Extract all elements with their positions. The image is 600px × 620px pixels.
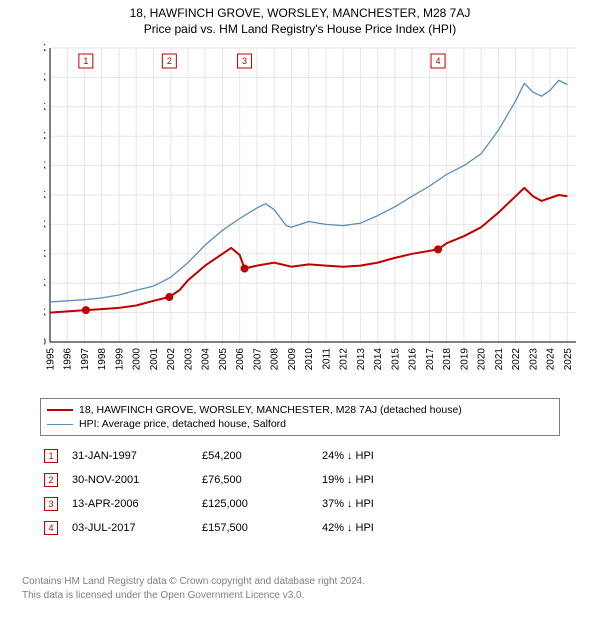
svg-text:2014: 2014 <box>373 348 384 371</box>
svg-text:2025: 2025 <box>563 348 574 371</box>
sale-delta: 24%HPI <box>322 450 462 462</box>
page-title: 18, HAWFINCH GROVE, WORSLEY, MANCHESTER,… <box>0 0 600 20</box>
svg-text:£0: £0 <box>44 337 46 348</box>
svg-text:£300K: £300K <box>44 161 46 172</box>
svg-text:2024: 2024 <box>546 348 557 371</box>
svg-text:£400K: £400K <box>44 102 46 113</box>
svg-text:2004: 2004 <box>201 348 212 371</box>
sale-price: £76,500 <box>202 474 322 486</box>
sale-marker-icon: 4 <box>44 521 58 535</box>
svg-text:2016: 2016 <box>408 348 419 371</box>
sale-delta: 19%HPI <box>322 474 462 486</box>
svg-text:1995: 1995 <box>46 348 57 371</box>
svg-text:2008: 2008 <box>270 348 281 371</box>
legend-swatch <box>47 409 73 411</box>
svg-text:2023: 2023 <box>528 348 539 371</box>
svg-text:2005: 2005 <box>218 348 229 371</box>
svg-text:2003: 2003 <box>183 348 194 371</box>
sale-marker-icon: 1 <box>44 449 58 463</box>
svg-text:2012: 2012 <box>339 348 350 371</box>
arrow-down-icon <box>344 450 356 462</box>
svg-text:2007: 2007 <box>252 348 263 371</box>
legend-label: 18, HAWFINCH GROVE, WORSLEY, MANCHESTER,… <box>79 404 462 416</box>
sale-delta: 37%HPI <box>322 498 462 510</box>
svg-text:2010: 2010 <box>304 348 315 371</box>
sale-marker-icon: 2 <box>44 473 58 487</box>
svg-text:£150K: £150K <box>44 249 46 260</box>
svg-text:2006: 2006 <box>235 348 246 371</box>
footer-attribution: Contains HM Land Registry data © Crown c… <box>22 575 365 602</box>
svg-text:£450K: £450K <box>44 72 46 83</box>
arrow-down-icon <box>344 498 356 510</box>
sale-price: £54,200 <box>202 450 322 462</box>
svg-text:£250K: £250K <box>44 190 46 201</box>
table-row: 2 30-NOV-2001 £76,500 19%HPI <box>40 468 560 492</box>
legend-label: HPI: Average price, detached house, Salf… <box>79 418 286 430</box>
price-chart: 1995 1996 1997 1998 1999 2000 2001 2002 2003 2004… <box>44 44 584 376</box>
svg-text:2011: 2011 <box>321 348 332 370</box>
svg-text:2020: 2020 <box>477 348 488 371</box>
sale-date: 30-NOV-2001 <box>72 474 202 486</box>
arrow-down-icon <box>344 474 356 486</box>
legend-item-hpi: HPI: Average price, detached house, Salf… <box>47 417 553 431</box>
svg-text:2017: 2017 <box>425 348 436 371</box>
legend: 18, HAWFINCH GROVE, WORSLEY, MANCHESTER,… <box>40 398 560 436</box>
svg-text:2000: 2000 <box>132 348 143 371</box>
legend-swatch <box>47 424 73 425</box>
legend-item-property: 18, HAWFINCH GROVE, WORSLEY, MANCHESTER,… <box>47 403 553 417</box>
svg-text:4: 4 <box>436 56 441 66</box>
table-row: 4 03-JUL-2017 £157,500 42%HPI <box>40 516 560 540</box>
sale-price: £157,500 <box>202 522 322 534</box>
svg-text:2018: 2018 <box>442 348 453 371</box>
page-subtitle: Price paid vs. HM Land Registry's House … <box>0 20 600 40</box>
svg-text:1999: 1999 <box>114 348 125 371</box>
svg-text:2022: 2022 <box>511 348 522 371</box>
svg-text:1998: 1998 <box>97 348 108 371</box>
svg-text:£100K: £100K <box>44 278 46 289</box>
svg-text:£500K: £500K <box>44 44 46 54</box>
svg-text:1: 1 <box>83 56 88 66</box>
sale-date: 31-JAN-1997 <box>72 450 202 462</box>
sale-date: 03-JUL-2017 <box>72 522 202 534</box>
sale-date: 13-APR-2006 <box>72 498 202 510</box>
svg-text:1997: 1997 <box>80 348 91 371</box>
footer-line2: This data is licensed under the Open Gov… <box>22 589 365 603</box>
chart-area: 1995 1996 1997 1998 1999 2000 2001 2002 2003 2004… <box>44 44 584 376</box>
arrow-down-icon <box>344 522 356 534</box>
chart-container: 18, HAWFINCH GROVE, WORSLEY, MANCHESTER,… <box>0 0 600 620</box>
svg-text:£200K: £200K <box>44 219 46 230</box>
svg-text:2009: 2009 <box>287 348 298 371</box>
svg-text:1996: 1996 <box>63 348 74 371</box>
svg-text:2002: 2002 <box>166 348 177 371</box>
sale-delta: 42%HPI <box>322 522 462 534</box>
table-row: 1 31-JAN-1997 £54,200 24%HPI <box>40 444 560 468</box>
svg-text:2019: 2019 <box>459 348 470 371</box>
svg-text:2013: 2013 <box>356 348 367 371</box>
sales-table: 1 31-JAN-1997 £54,200 24%HPI 2 30-NOV-20… <box>40 444 560 540</box>
sale-price: £125,000 <box>202 498 322 510</box>
sale-marker-icon: 3 <box>44 497 58 511</box>
table-row: 3 13-APR-2006 £125,000 37%HPI <box>40 492 560 516</box>
svg-text:£350K: £350K <box>44 131 46 142</box>
footer-line1: Contains HM Land Registry data © Crown c… <box>22 575 365 589</box>
svg-text:£50K: £50K <box>44 308 46 319</box>
svg-text:2001: 2001 <box>149 348 160 371</box>
svg-text:2015: 2015 <box>390 348 401 371</box>
svg-text:2021: 2021 <box>494 348 505 371</box>
svg-text:2: 2 <box>167 56 172 66</box>
svg-text:3: 3 <box>242 56 247 66</box>
